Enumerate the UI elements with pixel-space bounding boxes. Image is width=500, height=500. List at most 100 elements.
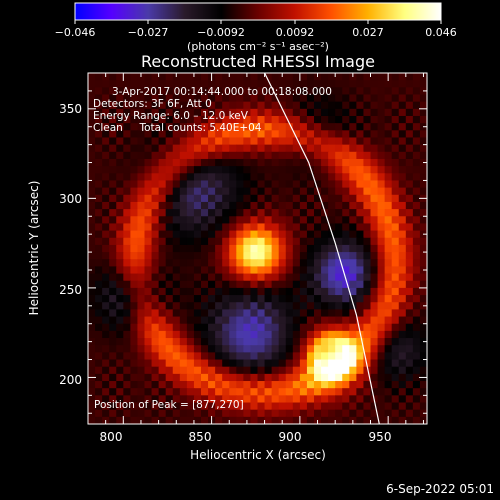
heatmap-cell	[264, 237, 273, 246]
heatmap-cell	[236, 244, 244, 253]
heatmap-cell	[405, 87, 414, 96]
heatmap-cell	[335, 316, 343, 325]
heatmap-cell	[391, 244, 400, 253]
heatmap-cell	[384, 137, 393, 146]
heatmap-cell	[314, 101, 322, 110]
heatmap-cell	[363, 187, 372, 196]
heatmap-cell	[165, 287, 174, 296]
heatmap-cell	[144, 101, 153, 110]
heatmap-cell	[144, 338, 153, 346]
heatmap-cell	[222, 180, 230, 189]
heatmap-cell	[201, 259, 209, 267]
heatmap-cell	[158, 94, 167, 103]
heatmap-cell	[356, 395, 365, 404]
heatmap-cell	[335, 402, 343, 411]
heatmap-cell	[342, 187, 350, 196]
heatmap-cell	[335, 280, 343, 289]
heatmap-cell	[172, 373, 181, 382]
heatmap-cell	[151, 144, 160, 153]
heatmap-cell	[222, 108, 230, 117]
heatmap-cell	[278, 230, 287, 239]
heatmap-cell	[88, 388, 96, 396]
heatmap-cell	[165, 209, 174, 217]
heatmap-cell	[144, 180, 153, 189]
heatmap-cell	[144, 80, 153, 88]
heatmap-cell	[356, 123, 365, 131]
heatmap-cell	[179, 416, 188, 424]
heatmap-cell	[314, 230, 322, 239]
heatmap-cell	[215, 244, 223, 253]
heatmap-cell	[264, 402, 273, 411]
heatmap-cell	[193, 259, 202, 267]
heatmap-cell	[321, 402, 329, 411]
heatmap-cell	[123, 366, 131, 375]
heatmap-cell	[398, 338, 407, 346]
heatmap-cell	[278, 80, 287, 88]
heatmap-cell	[292, 101, 301, 110]
heatmap-cell	[229, 209, 237, 217]
heatmap-cell	[335, 115, 343, 124]
heatmap-cell	[222, 230, 230, 239]
heatmap-cell	[158, 194, 167, 203]
heatmap-cell	[243, 173, 252, 182]
heatmap-cell	[335, 366, 343, 375]
heatmap-cell	[151, 330, 160, 339]
heatmap-cell	[88, 201, 96, 210]
heatmap-cell	[321, 237, 329, 246]
heatmap-cell	[314, 388, 322, 396]
heatmap-cell	[109, 280, 117, 289]
heatmap-cell	[172, 123, 181, 131]
heatmap-cell	[314, 137, 322, 146]
axis-ticks	[87, 72, 427, 424]
heatmap-cell	[285, 201, 294, 210]
heatmap-cell	[102, 151, 110, 160]
heatmap-cell	[398, 302, 407, 310]
heatmap-cell	[398, 252, 407, 260]
heatmap-cell	[292, 266, 301, 275]
heatmap-cell	[271, 230, 280, 239]
heatmap-cell	[299, 330, 308, 339]
heatmap-cell	[306, 316, 315, 325]
heatmap-cell	[158, 287, 167, 296]
heatmap-cell	[306, 187, 315, 196]
heatmap-cell	[292, 295, 301, 303]
heatmap-cell	[363, 237, 372, 246]
heatmap-cell	[151, 280, 160, 289]
heatmap-cell	[264, 345, 273, 353]
heatmap-cell	[109, 123, 117, 131]
heatmap-cell	[314, 166, 322, 174]
heatmap-cell	[292, 108, 301, 117]
heatmap-cell	[243, 373, 252, 382]
heatmap-cell	[377, 144, 386, 153]
heatmap-cell	[88, 94, 96, 103]
heatmap-cell	[405, 381, 414, 389]
heatmap-cell	[328, 94, 336, 103]
heatmap-cell	[130, 323, 139, 332]
heatmap-cell	[398, 151, 407, 160]
heatmap-cell	[116, 73, 124, 81]
heatmap-cell	[271, 359, 280, 368]
heatmap-cell	[299, 87, 308, 96]
heatmap-cell	[236, 259, 244, 267]
heatmap-cell	[158, 73, 167, 81]
heatmap-cell	[109, 223, 117, 232]
heatmap-cell	[412, 330, 421, 339]
heatmap-cell	[356, 323, 365, 332]
heatmap-cell	[165, 388, 174, 396]
heatmap-cell	[328, 144, 336, 153]
heatmap-cell	[377, 316, 386, 325]
heatmap-cell	[419, 381, 427, 389]
heatmap-cell	[137, 266, 146, 275]
heatmap-cell	[250, 280, 259, 289]
heatmap-cell	[306, 287, 315, 296]
heatmap-cell	[398, 388, 407, 396]
heatmap-cell	[314, 244, 322, 253]
heatmap-cell	[335, 144, 343, 153]
heatmap-cell	[419, 359, 427, 368]
heatmap-cell	[299, 280, 308, 289]
heatmap-cell	[95, 280, 103, 289]
heatmap-cell	[243, 359, 252, 368]
heatmap-cell	[412, 108, 421, 117]
heatmap-cell	[342, 352, 350, 361]
heatmap-cell	[144, 130, 153, 139]
